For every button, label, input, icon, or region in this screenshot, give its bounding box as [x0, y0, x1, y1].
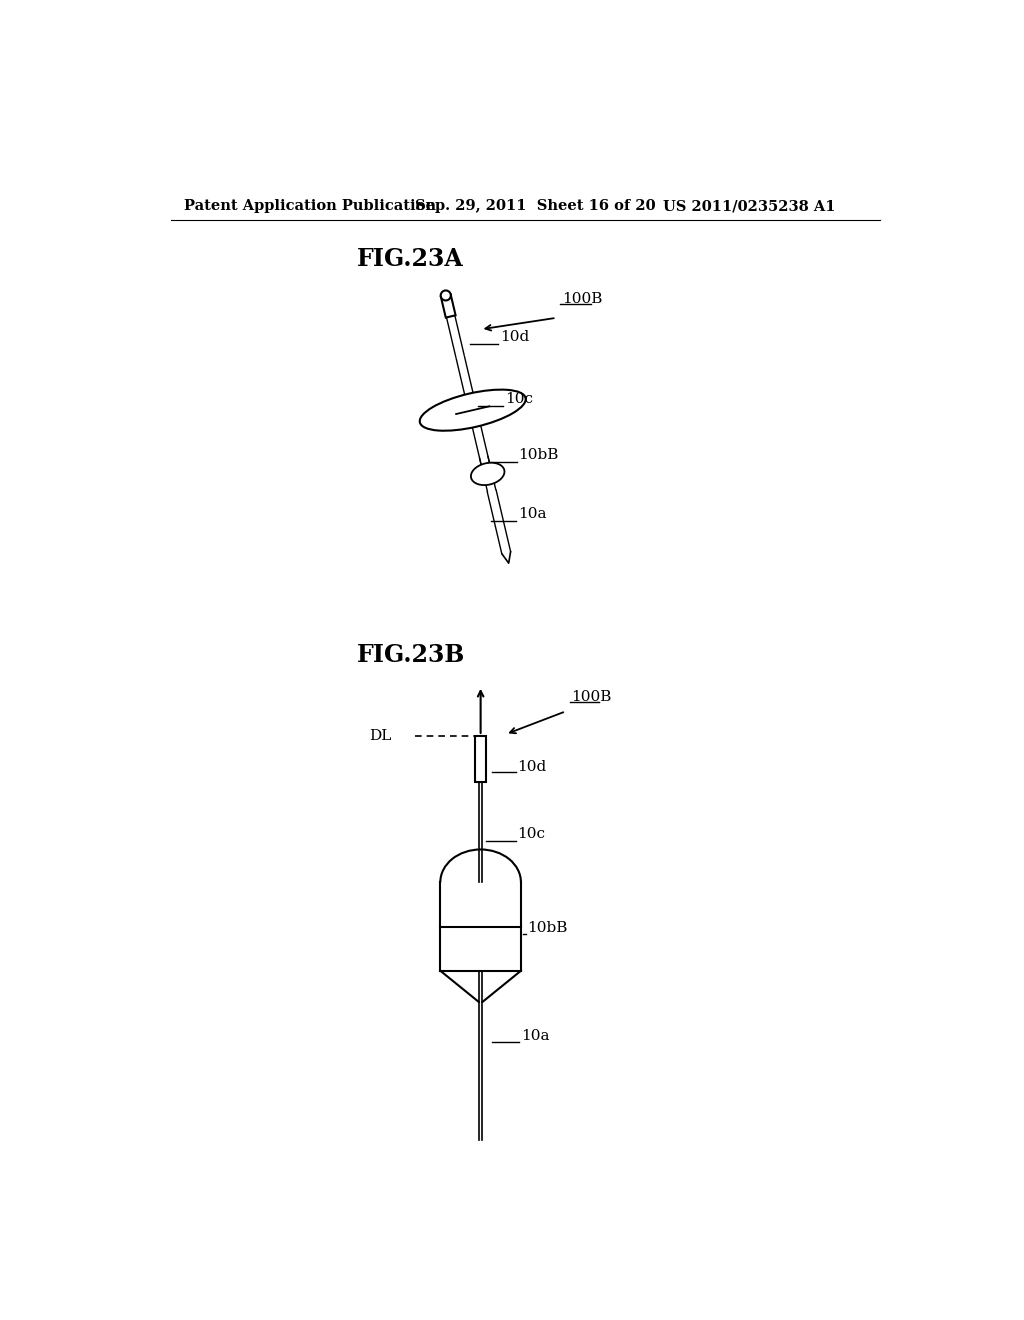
Text: 100B: 100B: [571, 690, 611, 705]
Text: 10d: 10d: [500, 330, 529, 345]
Text: Sep. 29, 2011  Sheet 16 of 20: Sep. 29, 2011 Sheet 16 of 20: [415, 199, 655, 213]
Ellipse shape: [471, 463, 505, 484]
Text: 10c: 10c: [505, 392, 532, 405]
Text: 10bB: 10bB: [518, 447, 559, 462]
Text: Patent Application Publication: Patent Application Publication: [183, 199, 436, 213]
Text: FIG.23A: FIG.23A: [356, 247, 464, 271]
Text: DL: DL: [369, 729, 391, 743]
Text: 100B: 100B: [562, 292, 602, 306]
Text: 10a: 10a: [521, 1030, 550, 1043]
Text: 10d: 10d: [517, 760, 546, 774]
Text: 10bB: 10bB: [527, 921, 567, 936]
Text: 10c: 10c: [517, 828, 545, 841]
Text: US 2011/0235238 A1: US 2011/0235238 A1: [663, 199, 836, 213]
Text: 10a: 10a: [518, 507, 547, 521]
Ellipse shape: [420, 389, 525, 430]
Polygon shape: [475, 737, 486, 781]
Circle shape: [440, 290, 451, 301]
Text: FIG.23B: FIG.23B: [356, 643, 465, 667]
Polygon shape: [441, 294, 456, 318]
